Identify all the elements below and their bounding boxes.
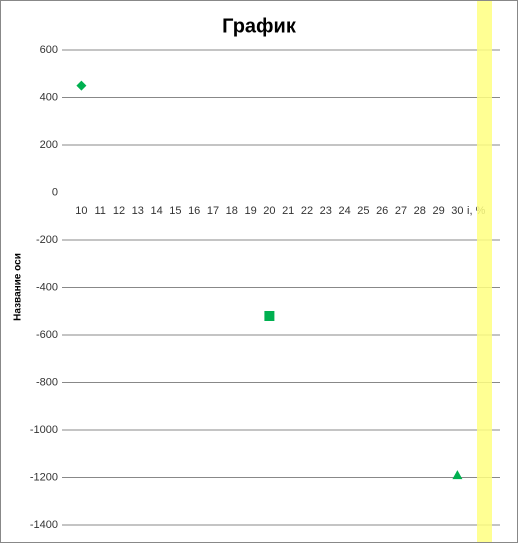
chart-title: График: [222, 15, 297, 37]
x-tick-label: 21: [282, 205, 294, 217]
x-tick-label: 26: [376, 205, 388, 217]
x-tick-label: 13: [132, 205, 144, 217]
y-tick-label: -400: [36, 281, 58, 293]
y-tick-label: -1200: [30, 471, 58, 483]
x-tick-label: 19: [244, 205, 256, 217]
data-point: [76, 80, 87, 91]
y-tick-label: -800: [36, 376, 58, 388]
y-tick-label: 600: [40, 44, 58, 56]
data-point: [452, 470, 463, 480]
x-tick-label: 11: [94, 205, 105, 217]
y-tick-label: 0: [52, 186, 58, 198]
x-tick-label: 10: [75, 205, 87, 217]
x-tick-label: 27: [395, 205, 407, 217]
x-tick-label: 18: [226, 205, 238, 217]
y-tick-label: -600: [36, 329, 58, 341]
x-tick-label: 23: [320, 205, 332, 217]
highlight-column: [477, 1, 492, 542]
x-tick-label: 17: [207, 205, 219, 217]
y-tick-label: -1400: [30, 519, 58, 531]
data-point: [264, 311, 275, 321]
y-tick-label: 200: [40, 139, 58, 151]
y-axis-label: Название оси: [13, 253, 24, 321]
x-tick-label: 24: [338, 205, 350, 217]
y-tick-label: -200: [36, 234, 58, 246]
y-tick-label: 400: [40, 91, 58, 103]
x-tick-label: 30: [451, 205, 463, 217]
x-tick-label: 22: [301, 205, 313, 217]
x-tick-label: 15: [169, 205, 181, 217]
x-tick-label: 16: [188, 205, 200, 217]
x-tick-label: 14: [150, 205, 162, 217]
plot-area: 600 400 200 0 -200 -400 -600 -800 -1000 -1200 -140…: [30, 44, 500, 531]
x-tick-label: 25: [357, 205, 369, 217]
x-tick-label: 28: [414, 205, 426, 217]
x-tick-label: 12: [113, 205, 125, 217]
x-tick-label: 20: [263, 205, 275, 217]
y-tick-label: -1000: [30, 424, 58, 436]
x-tick-label: 29: [432, 205, 444, 217]
